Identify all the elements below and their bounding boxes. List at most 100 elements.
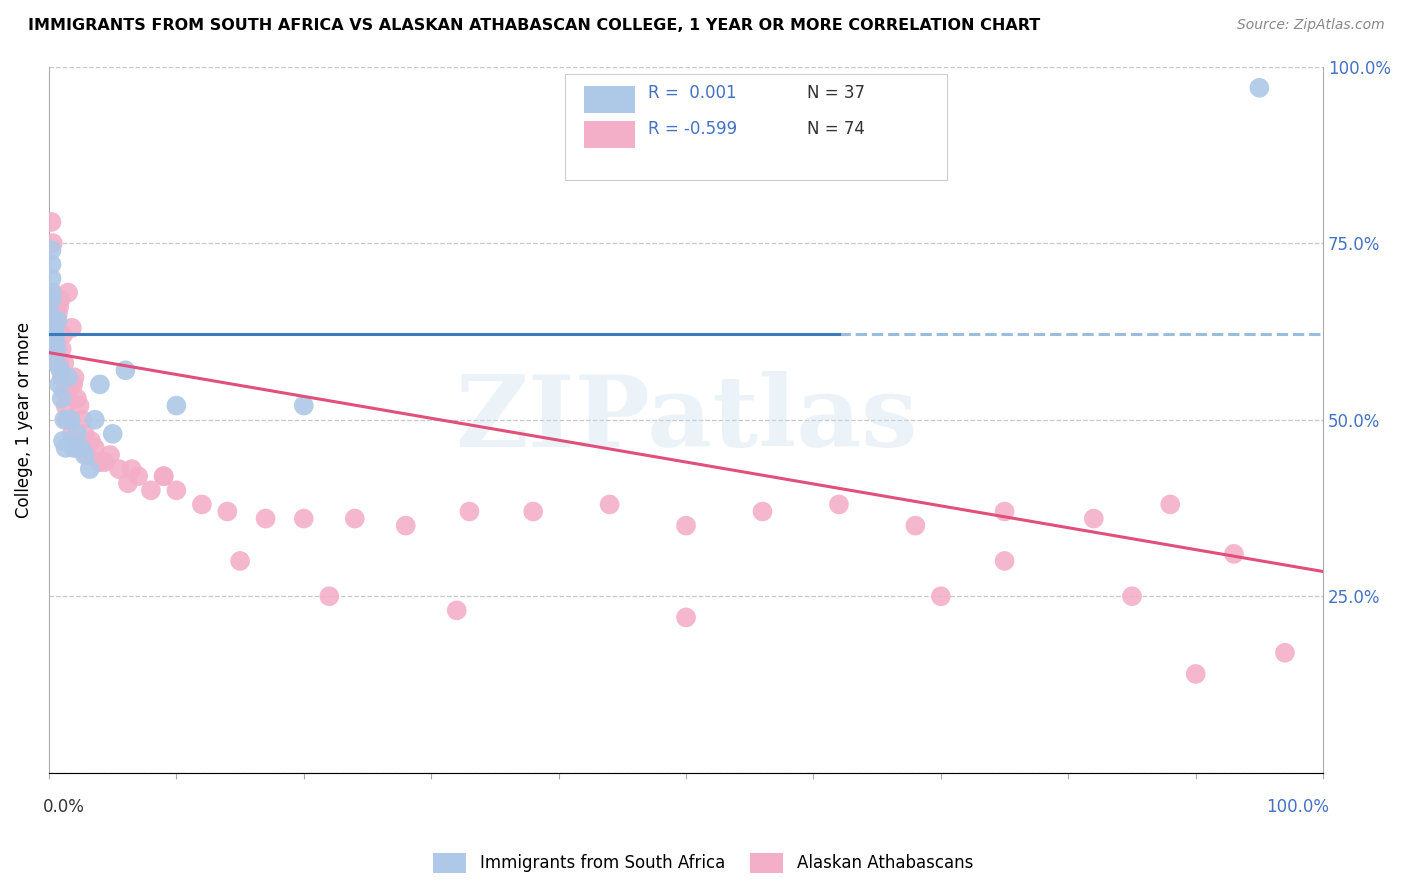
Point (94, 455, 117, 469)
Point (1121, 589, 1143, 603)
Point (51, 370, 73, 384)
FancyBboxPatch shape (583, 121, 636, 148)
Point (904, 518, 927, 533)
Point (44, 314, 66, 328)
Point (152, 469, 174, 483)
Point (60, 426, 83, 441)
Point (53, 356, 76, 370)
Point (41, 271, 63, 285)
Point (45, 356, 67, 370)
Point (89, 377, 111, 392)
Point (70, 413, 93, 427)
Legend: Immigrants from South Africa, Alaskan Athabascans: Immigrants from South Africa, Alaskan At… (426, 847, 980, 880)
Point (49, 293, 72, 307)
Point (41, 293, 63, 307)
Point (52, 434, 75, 448)
Point (101, 426, 124, 441)
Point (42, 236, 65, 251)
Point (46, 307, 69, 321)
Point (292, 399, 315, 413)
Point (39, 328, 62, 343)
Y-axis label: College, 1 year or more: College, 1 year or more (15, 322, 32, 517)
Point (41, 257, 63, 271)
Point (53, 384, 76, 399)
Point (56, 370, 79, 384)
Point (73, 426, 96, 441)
Point (1223, 547, 1246, 561)
FancyBboxPatch shape (583, 86, 636, 112)
Point (79, 462, 101, 476)
Point (139, 483, 162, 498)
Point (60, 321, 83, 335)
Point (165, 399, 187, 413)
Point (83, 413, 105, 427)
Point (994, 504, 1017, 518)
Point (599, 498, 621, 512)
Text: 0.0%: 0.0% (42, 797, 84, 815)
Point (56, 285, 79, 300)
Point (49, 363, 72, 377)
Point (46, 314, 69, 328)
Point (42, 321, 65, 335)
Point (522, 504, 544, 518)
Point (1274, 646, 1296, 660)
Point (42, 342, 65, 356)
Point (446, 603, 468, 617)
Point (751, 504, 773, 518)
Point (66, 441, 89, 455)
Point (1184, 667, 1206, 681)
Point (1249, 80, 1271, 95)
Text: IMMIGRANTS FROM SOUTH AFRICA VS ALASKAN ATHABASCAN COLLEGE, 1 YEAR OR MORE CORRE: IMMIGRANTS FROM SOUTH AFRICA VS ALASKAN … (28, 18, 1040, 33)
Point (41, 244, 63, 258)
Point (675, 518, 697, 533)
Point (45, 342, 67, 356)
Point (39, 307, 62, 321)
Text: R = -0.599: R = -0.599 (648, 120, 737, 137)
Point (53, 413, 76, 427)
Text: N = 74: N = 74 (807, 120, 865, 137)
Point (121, 462, 143, 476)
Point (69, 399, 91, 413)
Point (343, 511, 366, 525)
Point (254, 511, 277, 525)
Text: 100.0%: 100.0% (1267, 797, 1330, 815)
Point (98, 448, 121, 462)
Point (73, 448, 96, 462)
Point (42, 334, 65, 349)
Point (66, 426, 89, 441)
Point (48, 356, 70, 370)
Point (217, 504, 239, 518)
Point (42, 314, 65, 328)
Point (318, 589, 340, 603)
Point (44, 328, 66, 343)
Point (52, 328, 75, 343)
Point (675, 610, 697, 624)
Point (59, 413, 82, 427)
Point (458, 504, 481, 518)
Point (42, 293, 65, 307)
Point (828, 498, 851, 512)
Text: R =  0.001: R = 0.001 (648, 85, 737, 103)
Point (292, 511, 315, 525)
Point (994, 554, 1017, 568)
Point (152, 469, 174, 483)
Point (127, 469, 149, 483)
Point (69, 441, 91, 455)
Point (108, 462, 131, 476)
Point (191, 498, 214, 512)
Point (929, 589, 952, 603)
Point (89, 455, 111, 469)
Point (1083, 511, 1105, 525)
FancyBboxPatch shape (565, 74, 948, 179)
Point (395, 518, 418, 533)
Point (44, 334, 66, 349)
Point (59, 377, 82, 392)
Point (51, 392, 73, 406)
Text: ZIPatlas: ZIPatlas (454, 371, 917, 468)
Point (117, 476, 139, 491)
Point (89, 455, 111, 469)
Text: N = 37: N = 37 (807, 85, 865, 103)
Point (42, 285, 65, 300)
Point (229, 554, 252, 568)
Text: Source: ZipAtlas.com: Source: ZipAtlas.com (1237, 18, 1385, 32)
